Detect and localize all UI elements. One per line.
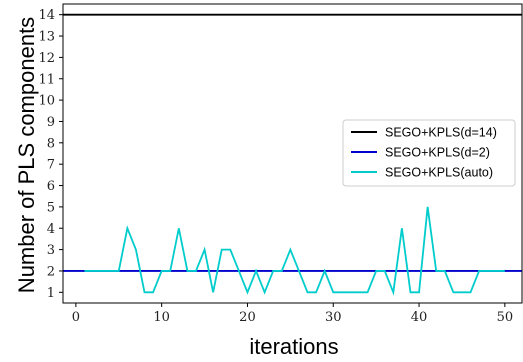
y-axis-label: Number of PLS components xyxy=(14,17,39,293)
y-tick-label: 6 xyxy=(47,179,55,194)
legend-entry-label: SEGO+KPLS(auto) xyxy=(385,166,493,180)
x-tick-label: 20 xyxy=(239,310,256,325)
x-tick-label: 10 xyxy=(153,310,170,325)
legend: SEGO+KPLS(d=14) SEGO+KPLS(d=2) SEGO+KPLS(a… xyxy=(342,119,516,187)
y-tick-label: 14 xyxy=(38,8,55,23)
y-tick-label: 4 xyxy=(47,222,55,237)
x-tick-label: 40 xyxy=(411,310,428,325)
x-axis-ticks: 0 10 20 30 40 50 xyxy=(72,303,513,325)
plot-area xyxy=(62,3,523,304)
y-tick-label: 13 xyxy=(38,30,55,45)
y-tick-label: 1 xyxy=(47,286,55,301)
x-axis-label: iterations xyxy=(249,334,338,359)
x-tick-label: 50 xyxy=(497,310,514,325)
y-tick-label: 5 xyxy=(47,200,55,215)
x-tick-label: 30 xyxy=(325,310,342,325)
y-tick-label: 12 xyxy=(38,51,55,66)
y-tick-label: 7 xyxy=(47,158,55,173)
legend-box xyxy=(342,119,516,187)
y-tick-label: 11 xyxy=(38,72,55,87)
legend-entry-label: SEGO+KPLS(d=2) xyxy=(385,146,490,160)
series-line-3 xyxy=(84,206,505,296)
y-tick-label: 8 xyxy=(47,136,55,151)
y-tick-label: 3 xyxy=(47,243,55,258)
y-tick-label: 10 xyxy=(38,94,55,109)
y-tick-label: 2 xyxy=(47,264,55,279)
y-tick-label: 9 xyxy=(47,115,55,130)
legend-entry-label: SEGO+KPLS(d=14) xyxy=(385,126,497,140)
x-tick-label: 0 xyxy=(72,310,80,325)
plot-frame xyxy=(62,3,523,304)
